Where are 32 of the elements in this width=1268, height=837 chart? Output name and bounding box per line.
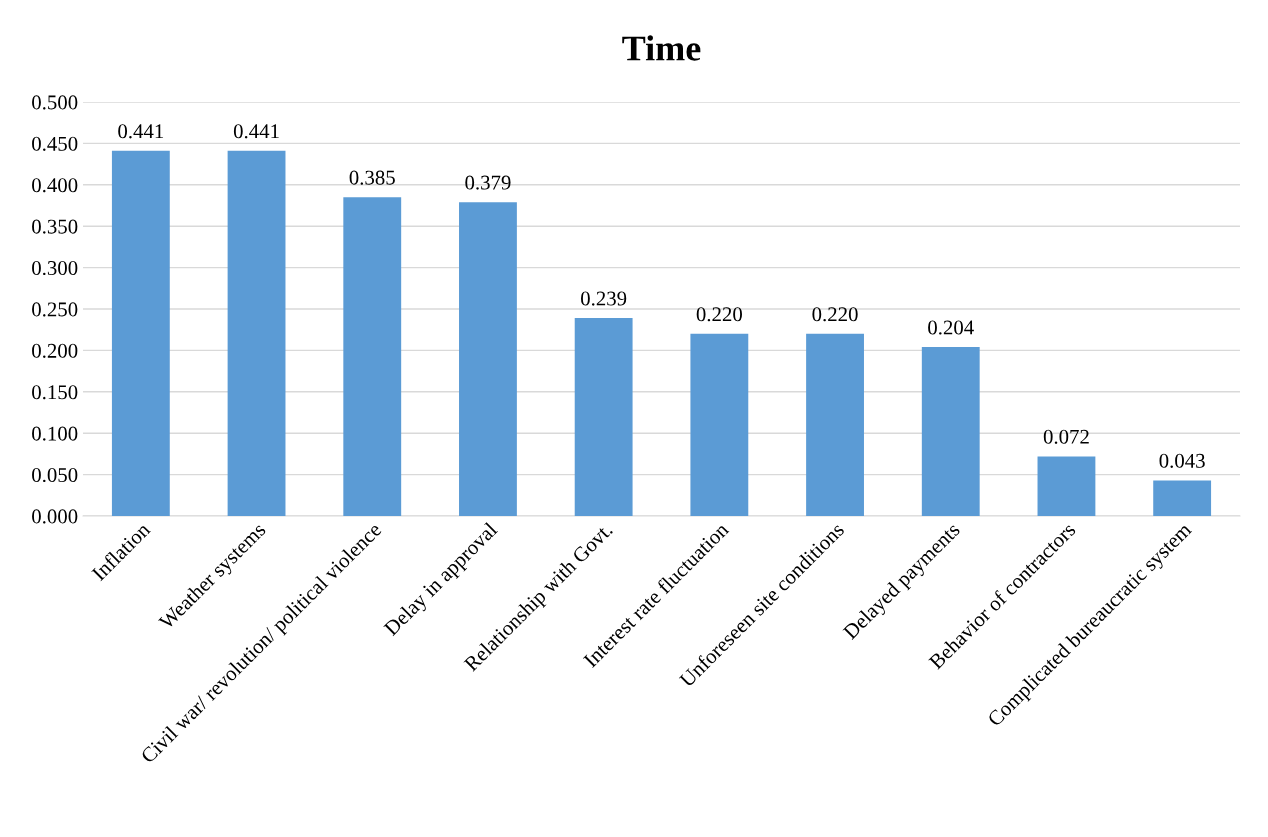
- bar: [111, 150, 170, 516]
- y-tick-label: 0.150: [32, 385, 78, 400]
- bar: [921, 347, 980, 516]
- y-tick-label: 0.400: [32, 178, 78, 193]
- data-label: 0.239: [581, 291, 627, 306]
- y-tick-label: 0.450: [32, 136, 78, 151]
- data-label: 0.379: [465, 175, 511, 190]
- y-tick-label: 0.200: [32, 343, 78, 358]
- y-tick-label: 0.100: [32, 426, 78, 441]
- bar: [227, 150, 286, 516]
- data-label: 0.385: [349, 170, 395, 185]
- data-label: 0.441: [233, 124, 279, 139]
- bar: [806, 333, 864, 516]
- data-label: 0.043: [1159, 453, 1205, 468]
- y-tick-label: 0.300: [32, 260, 78, 276]
- bar: [459, 202, 517, 516]
- data-label: 0.220: [812, 307, 858, 322]
- bar: [1037, 456, 1096, 516]
- bar: [574, 318, 633, 516]
- chart-title: Time: [622, 35, 701, 61]
- data-label: 0.204: [928, 320, 974, 335]
- data-label: 0.220: [696, 307, 742, 322]
- y-tick-label: 0.250: [32, 302, 78, 317]
- bar: [690, 333, 749, 516]
- data-label: 0.072: [1043, 429, 1089, 444]
- bar: [1153, 480, 1212, 516]
- y-tick-label: 0.000: [32, 509, 78, 524]
- y-tick-label: 0.500: [32, 95, 78, 110]
- y-tick-label: 0.350: [32, 219, 78, 234]
- y-tick-label: 0.050: [32, 467, 78, 483]
- data-label: 0.441: [118, 124, 164, 139]
- bar: [343, 197, 402, 516]
